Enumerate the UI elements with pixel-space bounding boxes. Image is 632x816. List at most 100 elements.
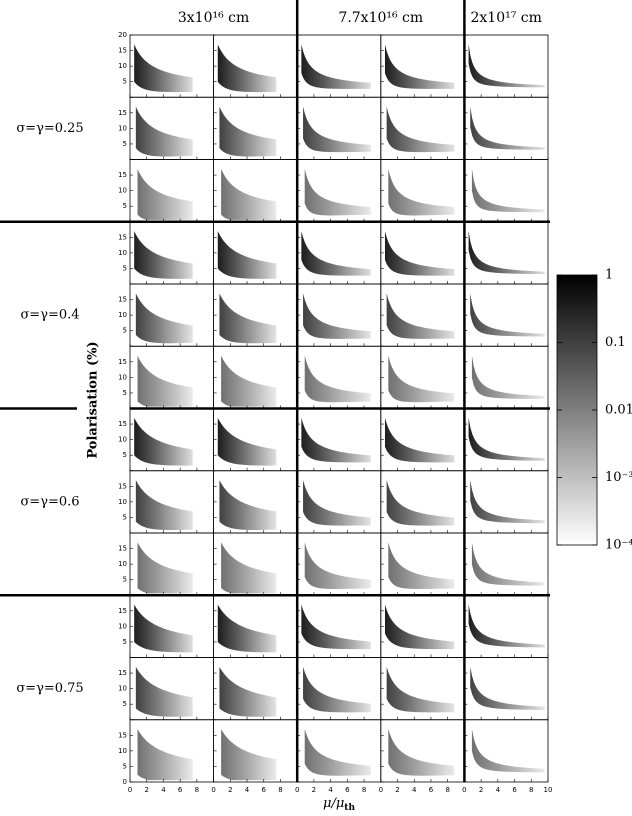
- y-tick-label: 5: [123, 264, 127, 272]
- y-tick-label: 20: [118, 31, 127, 39]
- panel-frame: [463, 283, 549, 347]
- panel-frame: [463, 34, 549, 98]
- x-tick-label: 0: [211, 786, 215, 794]
- density-cloud: [468, 231, 545, 275]
- y-tick-label: 10: [118, 124, 127, 132]
- y-tick-label: 15: [118, 545, 127, 553]
- y-tick-label: 15: [118, 109, 127, 117]
- y-tick-label: 5: [123, 700, 127, 708]
- density-cloud: [135, 666, 193, 717]
- density-cloud: [221, 168, 277, 220]
- density-cloud: [217, 417, 277, 466]
- density-cloud: [303, 480, 371, 526]
- density-cloud: [221, 729, 277, 781]
- y-tick-label: 10: [118, 373, 127, 381]
- x-tick-label: 4: [496, 786, 501, 794]
- x-tick-label: 8: [529, 786, 533, 794]
- x-tick-label: 6: [512, 786, 517, 794]
- row-label: σ=γ=0.75: [16, 681, 83, 696]
- density-cloud: [134, 417, 193, 466]
- y-tick-label: 15: [118, 669, 127, 677]
- density-cloud: [304, 168, 371, 216]
- column-title: 7.7x10¹⁶ cm: [338, 10, 423, 26]
- density-cloud: [386, 480, 455, 526]
- panel-frame: [463, 221, 549, 285]
- y-tick-label: 15: [118, 296, 127, 304]
- density-cloud: [470, 480, 545, 524]
- row-label: σ=γ=0.4: [20, 308, 79, 323]
- density-cloud: [134, 44, 193, 93]
- density-cloud: [301, 44, 371, 89]
- density-cloud: [304, 729, 371, 776]
- density-cloud: [303, 106, 371, 153]
- density-cloud: [470, 666, 545, 710]
- y-tick-label: 10: [118, 436, 127, 444]
- y-tick-label: 5: [123, 389, 127, 397]
- y-axis-label: Polarisation (%): [86, 341, 101, 458]
- density-cloud: [468, 604, 545, 648]
- y-tick-label: 10: [118, 747, 127, 755]
- density-cloud: [219, 106, 277, 157]
- y-tick-label: 10: [118, 622, 127, 630]
- colorbar: [556, 274, 598, 546]
- panel-frame: [463, 470, 549, 534]
- density-cloud: [388, 729, 455, 776]
- density-cloud: [304, 542, 371, 589]
- density-cloud: [301, 604, 371, 650]
- x-tick-label: 10: [544, 786, 553, 794]
- density-cloud: [388, 355, 455, 403]
- density-cloud: [468, 417, 545, 461]
- colorbar-tick-label: 10⁻⁴: [605, 538, 632, 553]
- density-cloud: [219, 293, 277, 344]
- colorbar-tick-label: 10⁻³: [605, 470, 632, 485]
- panel-frame: [463, 96, 549, 160]
- density-cloud: [303, 666, 371, 713]
- x-tick-label: 6: [262, 786, 267, 794]
- y-tick-label: 15: [118, 731, 127, 739]
- y-tick-label: 10: [118, 187, 127, 195]
- density-cloud: [134, 231, 193, 279]
- y-tick-label: 0: [123, 778, 127, 786]
- column-title: 3x10¹⁶ cm: [178, 10, 249, 26]
- density-cloud: [219, 666, 277, 717]
- x-tick-label: 8: [362, 786, 366, 794]
- y-tick-label: 15: [118, 233, 127, 241]
- x-axis-label: μ/μth: [323, 796, 355, 813]
- panel-frame: [463, 408, 549, 472]
- x-tick-label: 6: [345, 786, 350, 794]
- density-cloud: [219, 480, 277, 530]
- density-cloud: [468, 44, 545, 88]
- density-cloud: [217, 44, 277, 93]
- density-cloud: [386, 106, 455, 153]
- y-tick-label: 15: [118, 47, 127, 55]
- density-cloud: [384, 44, 455, 89]
- y-tick-label: 15: [118, 482, 127, 490]
- y-tick-label: 5: [123, 576, 127, 584]
- density-cloud: [135, 480, 193, 530]
- colorbar-tick-label: 0.1: [605, 335, 626, 350]
- x-tick-label: 4: [328, 786, 333, 794]
- x-tick-label: 0: [379, 786, 383, 794]
- y-tick-label: 5: [123, 513, 127, 521]
- x-tick-label: 4: [412, 786, 417, 794]
- density-cloud: [135, 293, 193, 344]
- density-cloud: [217, 604, 277, 653]
- x-tick-label: 2: [479, 786, 483, 794]
- density-cloud: [137, 355, 193, 407]
- x-tick-label: 4: [161, 786, 166, 794]
- y-tick-label: 5: [123, 638, 127, 646]
- density-cloud: [470, 106, 545, 150]
- row-label: σ=γ=0.6: [20, 494, 79, 509]
- row-label: σ=γ=0.25: [16, 121, 83, 136]
- density-cloud: [471, 542, 545, 586]
- density-cloud: [471, 168, 545, 213]
- density-cloud: [303, 293, 371, 339]
- x-label-sub: th: [344, 803, 355, 813]
- x-tick-label: 2: [395, 786, 399, 794]
- colorbar-tick-label: 0.01: [605, 403, 632, 418]
- density-cloud: [221, 542, 277, 594]
- y-tick-label: 15: [118, 358, 127, 366]
- density-cloud: [386, 666, 455, 713]
- y-tick-label: 10: [118, 685, 127, 693]
- density-cloud: [384, 417, 455, 463]
